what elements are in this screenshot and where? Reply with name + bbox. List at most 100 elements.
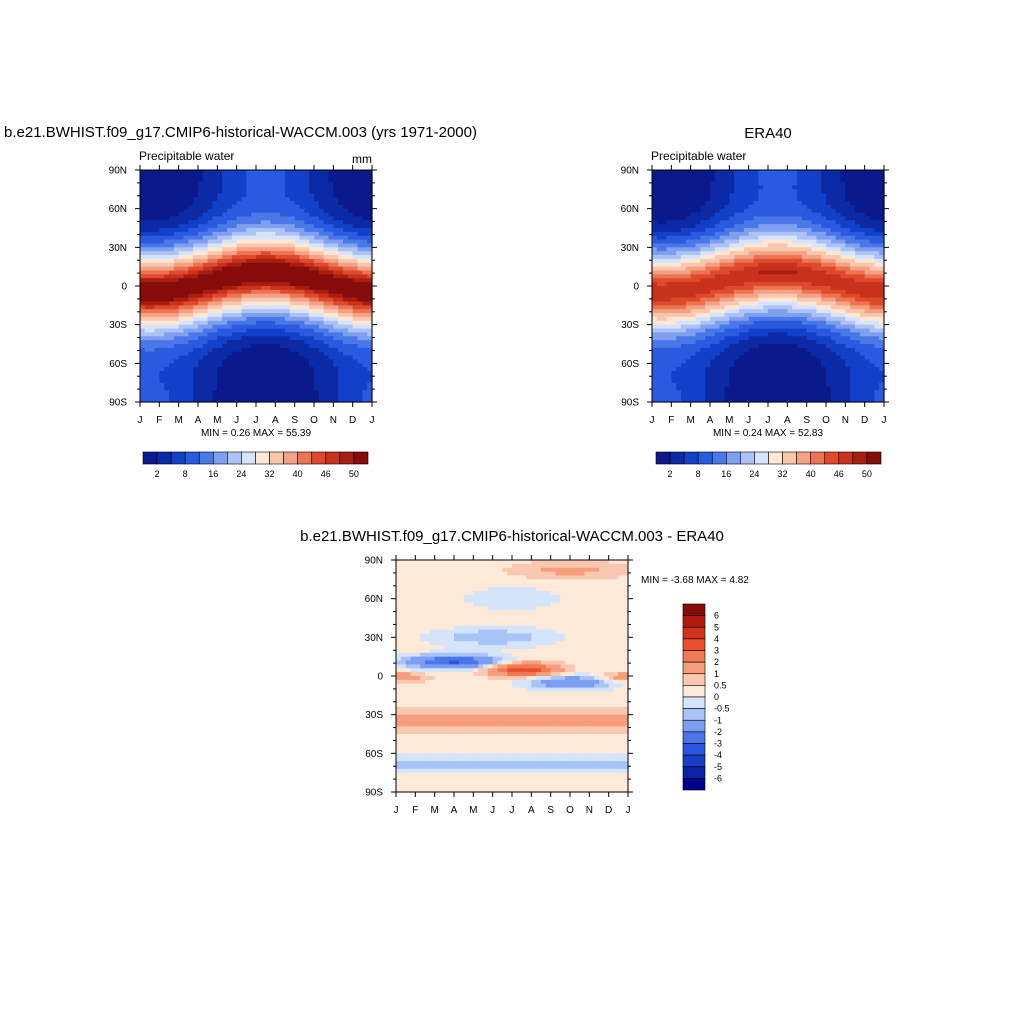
heatmap-cell bbox=[270, 243, 276, 248]
heatmap-cell bbox=[869, 301, 875, 306]
heatmap-cell bbox=[787, 228, 793, 233]
heatmap-cell bbox=[357, 289, 363, 295]
heatmap-cell bbox=[367, 351, 373, 357]
heatmap-cell bbox=[676, 170, 682, 175]
heatmap-cell bbox=[173, 394, 180, 399]
heatmap-cell bbox=[758, 324, 764, 330]
heatmap-cell bbox=[855, 313, 861, 318]
heatmap-cell bbox=[256, 286, 262, 291]
heatmap-cell bbox=[164, 382, 170, 388]
heatmap-cell bbox=[772, 305, 779, 310]
heatmap-cell bbox=[309, 371, 315, 376]
heatmap-cell bbox=[840, 258, 846, 264]
heatmap-cell bbox=[309, 382, 315, 388]
heatmap-cell bbox=[275, 262, 281, 268]
heatmap-cell bbox=[265, 374, 272, 380]
heatmap-cell bbox=[835, 243, 842, 248]
heatmap-cell bbox=[294, 390, 301, 395]
heatmap-cell bbox=[705, 181, 711, 187]
heatmap-cell bbox=[304, 181, 310, 187]
heatmap-cell bbox=[260, 340, 267, 345]
heatmap-cell bbox=[352, 386, 359, 391]
heatmap-cell bbox=[869, 324, 875, 330]
heatmap-cell bbox=[652, 247, 658, 252]
heatmap-cell bbox=[724, 258, 730, 264]
heatmap-cell bbox=[685, 282, 692, 287]
heatmap-cell bbox=[661, 216, 668, 221]
heatmap-cell bbox=[188, 320, 194, 326]
heatmap-cell bbox=[217, 359, 223, 364]
heatmap-cell bbox=[217, 204, 223, 210]
heatmap-cell bbox=[265, 398, 272, 403]
heatmap-cell bbox=[343, 359, 349, 364]
heatmap-cell bbox=[787, 324, 793, 330]
heatmap-cell bbox=[280, 332, 286, 337]
heatmap-cell bbox=[850, 251, 856, 256]
heatmap-cell bbox=[845, 193, 851, 198]
heatmap-cell bbox=[343, 378, 349, 384]
heatmap-cell bbox=[656, 293, 663, 299]
heatmap-cell bbox=[304, 255, 310, 260]
heatmap-cell bbox=[333, 266, 339, 272]
heatmap-cell bbox=[724, 170, 730, 175]
heatmap-cell bbox=[797, 247, 803, 252]
heatmap-cell bbox=[338, 359, 344, 364]
heatmap-cell bbox=[202, 386, 209, 391]
heatmap-cell bbox=[748, 320, 755, 326]
heatmap-cell bbox=[154, 204, 160, 210]
heatmap-cell bbox=[280, 340, 286, 345]
heatmap-cell bbox=[149, 344, 156, 349]
heatmap-cell bbox=[217, 328, 223, 333]
heatmap-cell bbox=[260, 282, 267, 287]
heatmap-cell bbox=[362, 274, 368, 279]
heatmap-cell bbox=[299, 286, 305, 291]
heatmap-cell bbox=[227, 394, 233, 399]
heatmap-cell bbox=[671, 212, 677, 217]
heatmap-cell bbox=[289, 274, 296, 279]
heatmap-cell bbox=[710, 212, 716, 217]
heatmap-cell bbox=[859, 301, 866, 306]
heatmap-cell bbox=[304, 394, 310, 399]
heatmap-cell bbox=[169, 394, 175, 399]
heatmap-cell bbox=[729, 297, 735, 303]
heatmap-cell bbox=[154, 251, 160, 256]
heatmap-cell bbox=[772, 328, 779, 333]
heatmap-cell bbox=[661, 231, 668, 237]
heatmap-cell bbox=[690, 286, 697, 291]
heatmap-cell bbox=[251, 212, 257, 217]
heatmap-cell bbox=[241, 359, 247, 364]
heatmap-cell bbox=[681, 320, 687, 326]
heatmap-cell bbox=[874, 235, 880, 241]
heatmap-cell bbox=[164, 394, 170, 399]
heatmap-cell bbox=[869, 251, 875, 256]
heatmap-cell bbox=[217, 224, 223, 229]
heatmap-cell bbox=[850, 278, 856, 283]
heatmap-cell bbox=[178, 382, 185, 388]
heatmap-cell bbox=[241, 355, 247, 361]
heatmap-cell bbox=[251, 289, 257, 295]
heatmap-cell bbox=[753, 297, 759, 303]
heatmap-cell bbox=[222, 293, 228, 299]
heatmap-cell bbox=[314, 336, 320, 341]
heatmap-cell bbox=[227, 398, 233, 403]
heatmap-cell bbox=[294, 185, 301, 190]
heatmap-cell bbox=[821, 220, 827, 225]
heatmap-cell bbox=[231, 328, 238, 333]
heatmap-cell bbox=[251, 336, 257, 341]
heatmap-cell bbox=[314, 204, 320, 210]
heatmap-cell bbox=[748, 251, 755, 256]
heatmap-cell bbox=[289, 177, 296, 183]
heatmap-cell bbox=[661, 286, 668, 291]
heatmap-cell bbox=[338, 374, 344, 380]
heatmap-cell bbox=[362, 200, 368, 206]
heatmap-cell bbox=[724, 220, 730, 225]
heatmap-cell bbox=[294, 224, 301, 229]
heatmap-cell bbox=[193, 289, 199, 295]
heatmap-cell bbox=[328, 386, 334, 391]
heatmap-cell bbox=[338, 255, 344, 260]
heatmap-cell bbox=[241, 293, 247, 299]
heatmap-cell bbox=[217, 351, 223, 357]
heatmap-cell bbox=[159, 336, 165, 341]
heatmap-cell bbox=[236, 313, 243, 318]
heatmap-cell bbox=[309, 204, 315, 210]
